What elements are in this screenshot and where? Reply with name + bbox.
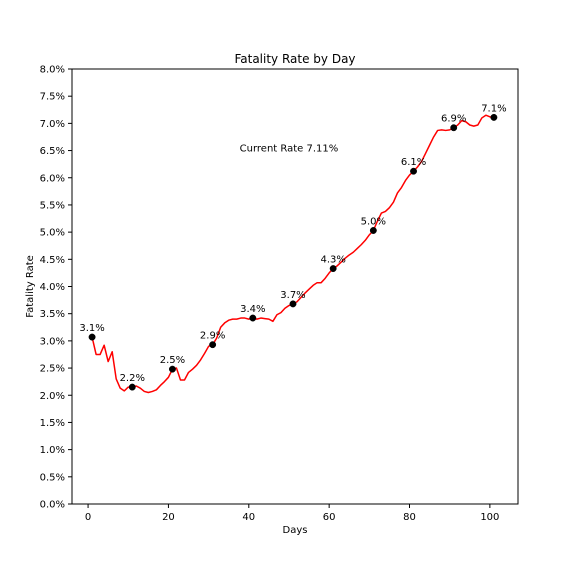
data-point-marker <box>209 341 217 349</box>
data-point-label: 3.4% <box>240 304 265 315</box>
y-tick-label: 2.5% <box>40 364 65 375</box>
y-tick-label: 4.5% <box>40 255 65 266</box>
x-tick-label: 80 <box>403 512 416 523</box>
x-tick-label: 40 <box>242 512 255 523</box>
y-tick-label: 7.5% <box>40 92 65 103</box>
y-tick-label: 0.5% <box>40 472 65 483</box>
x-tick-label: 0 <box>85 512 91 523</box>
data-point-label: 3.7% <box>280 290 305 301</box>
data-point-marker <box>410 167 417 175</box>
data-point-marker <box>329 265 337 273</box>
x-axis-label: Days <box>283 525 308 536</box>
y-tick-label: 7.0% <box>40 119 65 130</box>
data-point-label: 6.1% <box>401 157 426 168</box>
y-tick-label: 1.5% <box>40 418 65 429</box>
data-point-label: 5.0% <box>361 216 386 227</box>
data-point-label: 2.2% <box>120 373 145 384</box>
x-tick-label: 20 <box>162 512 175 523</box>
y-tick-label: 2.0% <box>40 391 65 402</box>
y-tick-label: 3.5% <box>40 309 65 320</box>
data-point-marker <box>128 383 136 391</box>
data-point-marker <box>490 113 498 121</box>
y-tick-label: 6.5% <box>40 146 65 157</box>
data-point-marker <box>450 124 458 132</box>
data-point-label: 3.1% <box>79 323 104 334</box>
data-point-marker <box>369 227 377 234</box>
data-point-label: 2.9% <box>200 331 225 342</box>
plot-background <box>72 69 518 504</box>
x-tick-label: 60 <box>323 512 336 523</box>
x-axis: 0 20 40 60 80 100 <box>85 504 499 523</box>
y-axis-label: Fatality Rate <box>25 255 36 318</box>
data-point-label: 2.5% <box>160 355 185 366</box>
data-point-label: 4.3% <box>320 255 345 266</box>
y-axis: 0.0% 0.5% 1.0% 1.5% 2.0% 2.5% 3.0% 3.5% 4.0% 4.5%… <box>40 65 72 511</box>
y-tick-label: 5.5% <box>40 200 65 211</box>
plot-area <box>72 69 518 504</box>
y-tick-label: 3.0% <box>40 336 65 347</box>
plot-frame <box>71 68 519 505</box>
data-point-label: 6.9% <box>441 114 466 125</box>
current-rate-annotation: Current Rate 7.11% <box>240 143 339 154</box>
y-tick-label: 1.0% <box>40 445 65 456</box>
y-tick-label: 5.0% <box>40 228 65 239</box>
x-tick-label: 100 <box>480 512 499 523</box>
chart-title: Fatality Rate by Day <box>234 52 355 66</box>
y-tick-label: 4.0% <box>40 282 65 293</box>
marker-layer: 3.1% 2.2% 2.5% 2.9% 3.4% 3.7% 4.3% 5.0% 6.1% 6.9%… <box>79 103 507 391</box>
data-point-marker <box>88 333 96 341</box>
data-point-marker <box>169 365 176 373</box>
y-tick-label: 6.0% <box>40 173 65 184</box>
y-tick-label: 8.0% <box>40 65 65 76</box>
data-point-marker <box>289 300 297 308</box>
data-point-label: 7.1% <box>481 103 506 114</box>
y-tick-label: 0.0% <box>40 500 65 511</box>
data-point-marker <box>249 314 257 322</box>
